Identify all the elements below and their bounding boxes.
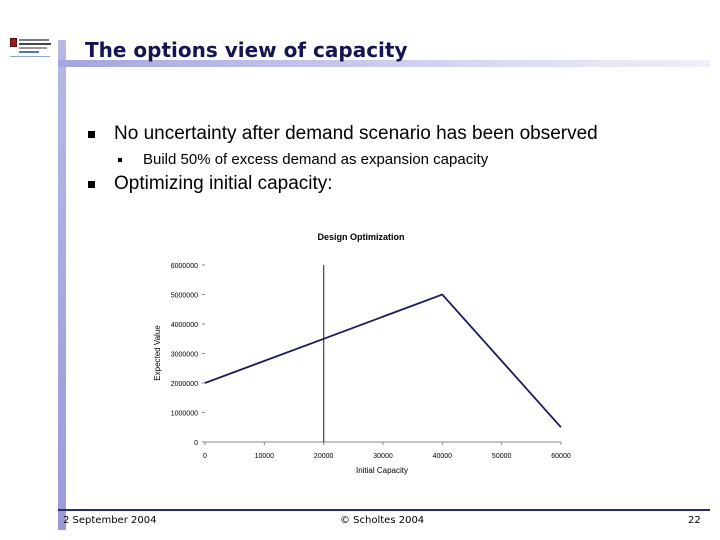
x-tick-label: 40000: [433, 453, 453, 460]
footer-date: 2 September 2004: [63, 515, 157, 526]
x-tick-label: 60000: [551, 453, 571, 460]
x-tick-label: 20000: [314, 453, 334, 460]
left-accent-bar: [58, 40, 66, 530]
chart-title: Design Optimization: [317, 232, 404, 242]
y-tick-label: 5000000: [171, 293, 198, 300]
x-tick-label: 10000: [255, 453, 275, 460]
sub-bullet-marker: [118, 158, 122, 162]
footer-page-number: 22: [688, 515, 701, 526]
y-tick-label: 2000000: [171, 381, 198, 388]
footer-copyright: © Scholtes 2004: [340, 515, 425, 526]
series-line: [204, 293, 562, 428]
bullet-marker: [88, 181, 95, 188]
x-axis-label: Initial Capacity: [356, 466, 408, 475]
y-tick-label: 1000000: [171, 411, 198, 418]
bullet-1-sub-1-text: Build 50% of excess demand as expansion …: [143, 151, 489, 168]
y-axis-label: Expected Value: [153, 325, 162, 381]
y-tick-label: 0: [194, 440, 198, 447]
bullet-2-text: Optimizing initial capacity:: [114, 173, 333, 194]
x-tick-label: 0: [203, 453, 207, 460]
footer-divider: [58, 509, 710, 511]
y-tick-label: 6000000: [171, 263, 198, 270]
design-optimization-chart: Design Optimization Expected Value Initi…: [153, 232, 571, 475]
y-tick-label: 3000000: [171, 352, 198, 359]
bullet-1-text: No uncertainty after demand scenario has…: [114, 123, 598, 144]
x-tick-label: 50000: [492, 453, 512, 460]
title-underline-bar: [58, 60, 710, 67]
bullet-marker: [88, 131, 95, 138]
slide-title: The options view of capacity: [85, 38, 408, 62]
university-logo: [10, 38, 54, 64]
x-tick-label: 30000: [373, 453, 393, 460]
y-tick-label: 4000000: [171, 322, 198, 329]
